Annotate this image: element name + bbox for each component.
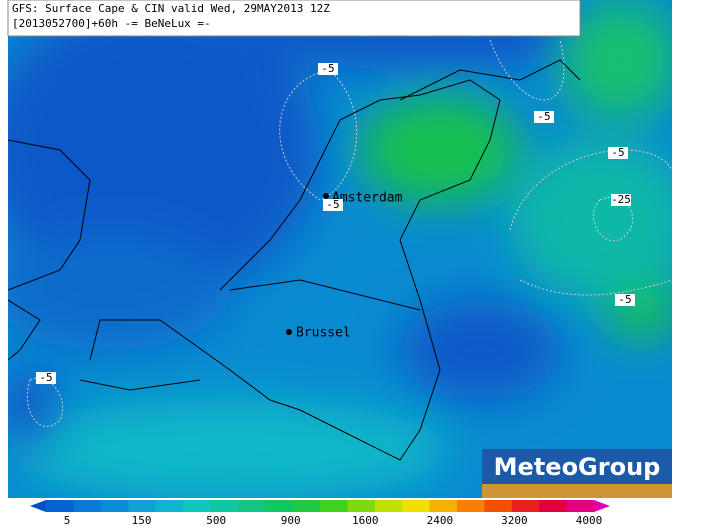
contour-label: -5 <box>611 146 624 159</box>
contour-label: -5 <box>39 371 52 384</box>
city-dot <box>323 193 329 199</box>
contour-label-box <box>36 372 56 384</box>
colorbar-swatch <box>429 500 458 512</box>
colorbar-label: 500 <box>206 514 226 526</box>
colorbar-label: 4000 <box>576 514 603 526</box>
contour-label: -5 <box>321 62 334 75</box>
colorbar-swatch <box>210 500 239 512</box>
colorbar-end <box>594 500 610 512</box>
subtitle: [2013052700]+60h -= BeNeLux =- <box>12 17 211 30</box>
contour-label: -5 <box>326 198 339 211</box>
colorbar-end <box>30 500 46 512</box>
colorbar-swatch <box>265 500 294 512</box>
city-label: Brussel <box>296 326 351 341</box>
logo-stripe <box>482 484 672 498</box>
city-dot <box>286 329 292 335</box>
colorbar-label: 2400 <box>427 514 454 526</box>
colorbar-swatch <box>457 500 485 512</box>
contour-label-box <box>615 294 635 306</box>
contour-label-box <box>534 111 554 123</box>
contour-label-box <box>323 199 343 211</box>
colorbar-swatch <box>46 500 74 512</box>
contour-label: -5 <box>618 293 631 306</box>
title-box <box>7 0 581 37</box>
colorbar-swatch <box>237 500 266 512</box>
colorbar-swatch <box>347 500 376 512</box>
colorbar-swatch <box>374 500 403 512</box>
colorbar-swatch <box>73 500 102 512</box>
colorbar-swatch <box>128 500 157 512</box>
colorbar-label: 1600 <box>352 514 379 526</box>
city-label: Amsterdam <box>332 191 403 206</box>
colorbar-label: 3200 <box>501 514 528 526</box>
colorbar-swatch <box>183 500 211 512</box>
map-field <box>8 0 672 498</box>
contour-label: -5 <box>537 110 550 123</box>
colorbar-swatch <box>511 500 540 512</box>
colorbar-swatch <box>292 500 321 512</box>
colorbar-swatch <box>402 500 431 512</box>
colorbar-swatch <box>100 500 129 512</box>
logo: MeteoGroup <box>494 453 661 481</box>
colorbar-swatch <box>566 500 595 512</box>
colorbar-label: 5 <box>64 514 71 526</box>
colorbar-label: 900 <box>281 514 301 526</box>
colorbar-swatch <box>155 500 184 512</box>
title: GFS: Surface Cape & CIN valid Wed, 29MAY… <box>12 2 330 15</box>
contour-label-box <box>608 147 628 159</box>
colorbar-label: 150 <box>132 514 152 526</box>
contour-label-box <box>611 194 631 206</box>
contour-label: -25 <box>611 193 631 206</box>
colorbar-swatch <box>320 500 348 512</box>
colorbar-swatch <box>539 500 568 512</box>
colorbar-swatch <box>484 500 513 512</box>
contour-label-box <box>318 63 338 75</box>
